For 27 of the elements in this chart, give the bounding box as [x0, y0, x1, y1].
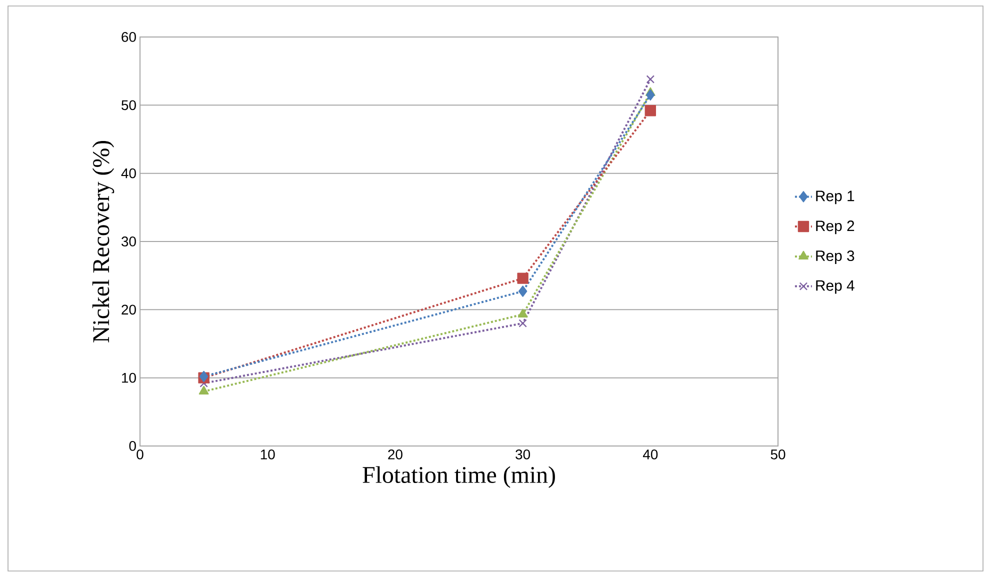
x-tick-label: 50	[770, 449, 786, 460]
legend-label: Rep 3	[816, 250, 854, 264]
point	[518, 286, 528, 297]
point	[518, 308, 528, 318]
y-tick-label: 0	[129, 441, 136, 451]
legend-label: Rep 2	[816, 220, 854, 234]
y-tick-label: 10	[122, 372, 136, 383]
x-tick-label: 30	[516, 449, 530, 460]
y-axis-title: Nickel Recovery (%)	[92, 140, 114, 342]
point	[646, 75, 655, 84]
point	[517, 272, 528, 284]
x-tick-label: 20	[388, 449, 402, 460]
y-tick-label: 50	[122, 100, 136, 110]
y-tick-label: 30	[122, 236, 136, 246]
point	[518, 319, 527, 328]
point	[198, 386, 209, 395]
point	[646, 89, 655, 101]
y-tick-label: 40	[121, 168, 136, 178]
legend-label: Rep 1	[816, 190, 854, 204]
legend-label: Rep 4	[816, 280, 854, 294]
x-tick-label: 10	[260, 449, 275, 460]
x-tick-label: 0	[136, 449, 144, 460]
x-axis-title: Flotation time (min)	[362, 466, 555, 488]
y-tick-label: 20	[122, 304, 136, 315]
point	[644, 105, 656, 116]
x-tick-label: 40	[642, 449, 658, 460]
y-tick-label: 60	[122, 32, 136, 42]
